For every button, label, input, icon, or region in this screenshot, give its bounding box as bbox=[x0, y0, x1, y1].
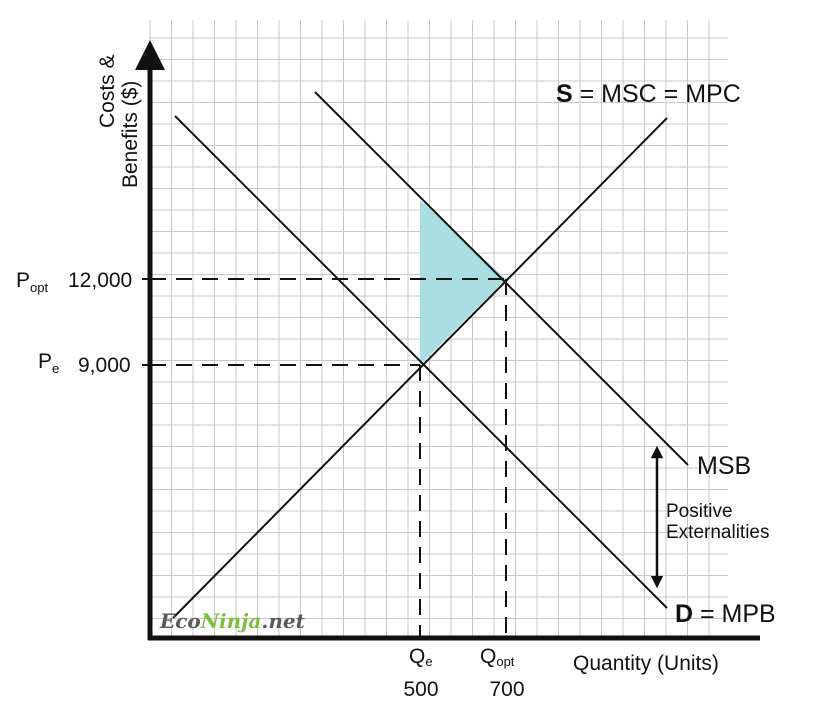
demand-label-bold: D bbox=[675, 600, 693, 628]
supply-label: S = MSC = MPC bbox=[556, 80, 741, 108]
watermark-part2: Ninja bbox=[200, 609, 262, 633]
watermark-part1: Eco bbox=[159, 609, 201, 633]
demand-label-rest: = MPB bbox=[693, 600, 776, 628]
msb-label: MSB bbox=[697, 452, 751, 480]
q-opt-symbol: Q bbox=[480, 645, 496, 668]
watermark-part3: .net bbox=[261, 609, 305, 633]
p-opt-label: Popt bbox=[16, 269, 48, 295]
x-axis-title: Quantity (Units) bbox=[573, 652, 719, 675]
curves bbox=[172, 91, 689, 619]
externality-line1: Positive bbox=[666, 501, 733, 522]
p-e-label: Pe bbox=[38, 350, 59, 376]
p-e-subscript: e bbox=[52, 361, 59, 376]
p-opt-subscript: opt bbox=[30, 280, 48, 295]
p-opt-symbol: P bbox=[16, 269, 30, 292]
background-grid bbox=[149, 20, 728, 641]
externality-label: Positive Externalities bbox=[666, 501, 770, 543]
supply-label-rest: = MSC = MPC bbox=[573, 80, 741, 108]
demand-label: D = MPB bbox=[675, 600, 776, 628]
q-opt-subscript: opt bbox=[496, 654, 514, 669]
q-opt-label: Qopt bbox=[480, 645, 515, 669]
q-opt-value: 700 bbox=[489, 678, 524, 701]
q-e-value: 500 bbox=[403, 678, 438, 701]
msb-curve bbox=[314, 91, 689, 466]
externality-line2: Externalities bbox=[666, 522, 770, 543]
supply-label-bold: S bbox=[556, 80, 573, 108]
y-axis-title: Costs & Benefits ($) bbox=[96, 49, 142, 188]
q-e-label: Qe bbox=[409, 645, 433, 669]
econinja-watermark: EcoNinja.net bbox=[159, 609, 306, 633]
ticks bbox=[142, 278, 158, 366]
supply-curve bbox=[172, 117, 668, 619]
guide-lines bbox=[150, 278, 507, 640]
q-e-symbol: Q bbox=[409, 645, 425, 668]
y-axis-title-line1: Costs & bbox=[96, 54, 119, 128]
y-axis-title-line2: Benefits ($) bbox=[119, 81, 142, 188]
q-e-subscript: e bbox=[425, 654, 432, 669]
demand-curve bbox=[174, 115, 668, 609]
welfare-gain-area bbox=[420, 200, 506, 365]
p-opt-value: 12,000 bbox=[68, 269, 132, 292]
p-e-symbol: P bbox=[38, 350, 52, 373]
p-e-value: 9,000 bbox=[78, 354, 131, 377]
